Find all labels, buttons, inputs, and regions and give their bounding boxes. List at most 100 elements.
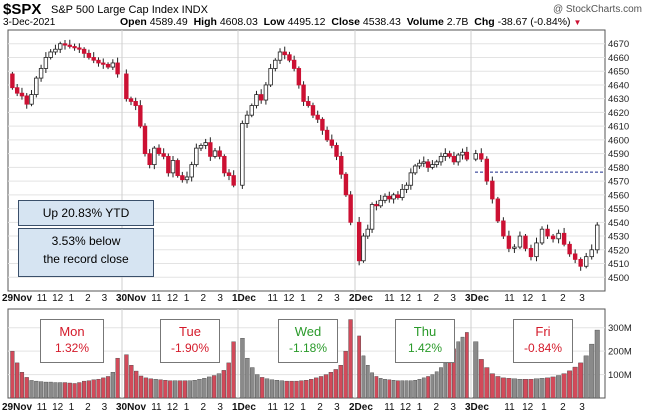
- volume-bar: [259, 377, 265, 399]
- candle-body: [91, 57, 96, 61]
- volume-bar: [374, 376, 379, 399]
- x-tick-label: 12: [167, 293, 179, 304]
- x-tick-label: 1: [184, 402, 190, 413]
- volume-bar: [383, 379, 387, 399]
- candle-body: [147, 153, 152, 166]
- x-tick-label: 3: [450, 402, 456, 413]
- volume-bar: [365, 365, 370, 399]
- price-tick-label: 4610: [608, 122, 629, 133]
- volume-bar: [77, 382, 82, 399]
- x-tick-label: 11: [151, 293, 162, 304]
- x-tick-label: 3: [579, 402, 585, 413]
- x-tick-label: 2: [434, 402, 440, 413]
- candle-body: [561, 232, 567, 245]
- price-tick-label: 4520: [608, 245, 629, 256]
- candle-body: [320, 118, 325, 131]
- volume-bar: [309, 379, 314, 399]
- x-tick-label: 2: [560, 402, 566, 413]
- candle-body: [38, 68, 44, 79]
- x-tick-label: 2: [560, 293, 566, 304]
- x-tick-label: 12: [167, 402, 179, 413]
- price-tick-label: 4580: [608, 163, 629, 174]
- volume-bar: [168, 380, 173, 399]
- x-tick-label: 1: [69, 293, 75, 304]
- volume-bar: [404, 380, 409, 399]
- candle-body: [296, 68, 302, 86]
- day-name: Tue: [179, 324, 201, 339]
- volume-bar: [216, 373, 222, 399]
- open-value: 4589.49: [149, 16, 188, 28]
- candle-body: [194, 147, 199, 166]
- volume-bar: [460, 336, 465, 399]
- x-tick-label: 12: [283, 402, 295, 413]
- candle-body: [501, 220, 506, 237]
- volume-bar: [202, 378, 207, 399]
- candle-body: [133, 101, 138, 106]
- candle-body: [421, 161, 426, 164]
- volume-bar: [240, 338, 245, 399]
- x-tick-label: 2: [201, 293, 207, 304]
- price-tick-label: 4500: [608, 273, 629, 284]
- volume-bar: [572, 366, 578, 399]
- day-box-wed: Wed -1.18%: [278, 319, 338, 363]
- volume-bar: [148, 378, 153, 399]
- candle-body: [528, 248, 534, 258]
- volume-bar: [594, 329, 600, 399]
- volume-bar: [464, 332, 469, 399]
- candle-body: [306, 101, 311, 106]
- x-tick-label: 11: [37, 402, 48, 413]
- candle-body: [115, 62, 120, 75]
- volume-bar: [48, 381, 53, 399]
- volume-bar: [124, 354, 129, 399]
- candle-body: [301, 84, 306, 102]
- volume-bar: [478, 359, 484, 399]
- volume-bar: [182, 380, 188, 399]
- candle-body: [77, 47, 82, 50]
- candle-body: [268, 68, 273, 86]
- day-name: Mon: [59, 324, 85, 339]
- volume-bar: [163, 380, 168, 399]
- volume-bar: [53, 382, 58, 399]
- volume-bar: [62, 382, 68, 399]
- volume-bar: [226, 362, 231, 399]
- candle-body: [198, 144, 204, 149]
- candle-body: [62, 43, 68, 46]
- candle-body: [24, 95, 29, 105]
- candle-body: [166, 155, 171, 174]
- volume-bar: [370, 372, 374, 399]
- volume-bar: [101, 377, 106, 399]
- volume-bar: [38, 381, 44, 399]
- price-tick-label: 4640: [608, 80, 629, 91]
- volume-bar: [294, 380, 299, 399]
- volume-bar: [172, 380, 178, 399]
- candle-body: [545, 228, 550, 237]
- candle-body: [273, 59, 278, 69]
- candle-body: [339, 155, 344, 175]
- volume-bar: [396, 380, 400, 399]
- day-change: -1.90%: [170, 341, 210, 355]
- volume-bar: [115, 357, 120, 399]
- candle-body: [29, 94, 34, 105]
- x-tick-label: 1: [417, 293, 423, 304]
- price-tick-label: 4630: [608, 94, 629, 105]
- candle-body: [348, 194, 353, 223]
- close-value: 4538.43: [362, 16, 401, 28]
- x-tick-label: 1: [417, 402, 423, 413]
- volume-bar: [357, 335, 362, 399]
- volume-bar: [522, 379, 528, 399]
- candle-body: [589, 249, 594, 258]
- volume-bar: [138, 375, 144, 399]
- candle-body: [128, 98, 134, 102]
- candle-body: [161, 153, 166, 157]
- volume-value: 2.7B: [446, 16, 469, 28]
- price-tick-label: 4540: [608, 218, 629, 229]
- x-tick-label: 29Nov: [2, 293, 32, 304]
- price-tick-label: 4510: [608, 259, 629, 270]
- volume-bar: [153, 379, 158, 399]
- candle-body: [184, 176, 190, 181]
- volume-bar: [264, 378, 270, 399]
- volume-bar: [43, 381, 48, 399]
- x-tick-label: 12: [522, 293, 534, 304]
- volume-bar: [197, 379, 202, 399]
